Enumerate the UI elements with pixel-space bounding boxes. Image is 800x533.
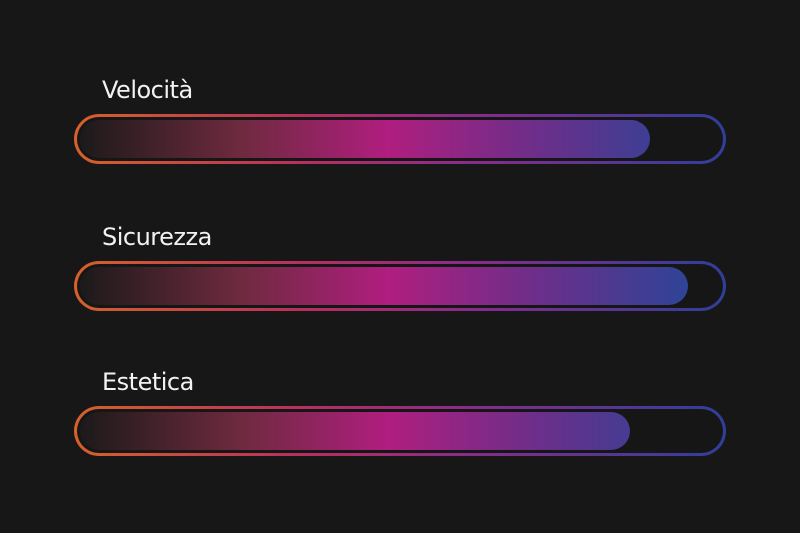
meter-track [74,261,726,311]
meter-track-inner [77,117,723,161]
meter-track [74,406,726,456]
meter-label: Velocità [102,76,193,104]
meter-track-inner [77,409,723,453]
meter-track-inner [77,264,723,308]
meter-track [74,114,726,164]
meter-label: Sicurezza [102,223,212,251]
meter-label: Estetica [102,368,194,396]
meter-fill [80,267,688,305]
meter-fill [80,120,650,158]
meter-fill [80,412,631,450]
